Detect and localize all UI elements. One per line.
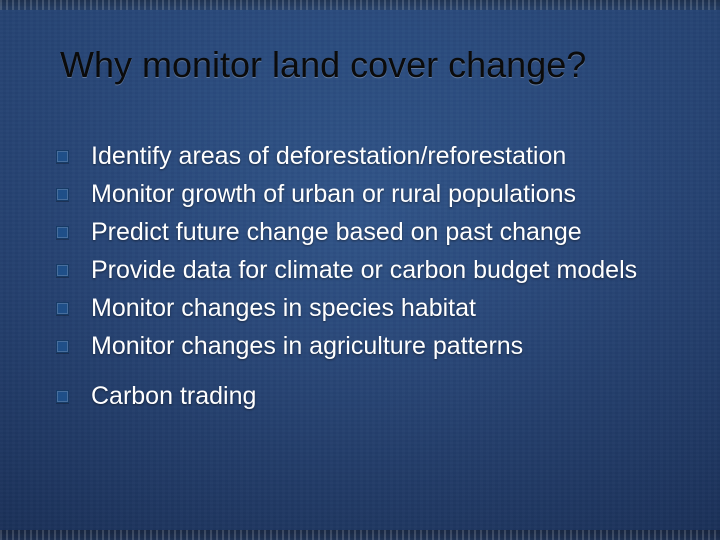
bottom-edge-strip [0, 530, 720, 540]
square-bullet-icon [56, 264, 69, 277]
square-bullet-icon [56, 188, 69, 201]
bullet-text: Predict future change based on past chan… [91, 216, 668, 248]
bullet-list: Identify areas of deforestation/reforest… [56, 140, 668, 418]
bullet-text: Carbon trading [91, 380, 668, 412]
square-bullet-icon [56, 340, 69, 353]
bullet-item: Monitor changes in species habitat [56, 292, 668, 324]
bullet-item: Provide data for climate or carbon budge… [56, 254, 668, 286]
bullet-item: Identify areas of deforestation/reforest… [56, 140, 668, 172]
bullet-text: Monitor changes in species habitat [91, 292, 668, 324]
bullet-text: Monitor growth of urban or rural populat… [91, 178, 668, 210]
bullet-text: Monitor changes in agriculture patterns [91, 330, 668, 362]
bullet-item: Monitor changes in agriculture patterns [56, 330, 668, 362]
square-bullet-icon [56, 390, 69, 403]
bullet-item: Monitor growth of urban or rural populat… [56, 178, 668, 210]
bullet-item: Carbon trading [56, 380, 668, 412]
square-bullet-icon [56, 150, 69, 163]
square-bullet-icon [56, 226, 69, 239]
top-edge-strip [0, 0, 720, 10]
bullet-text: Identify areas of deforestation/reforest… [91, 140, 668, 172]
bullet-item: Predict future change based on past chan… [56, 216, 668, 248]
bullet-text: Provide data for climate or carbon budge… [91, 254, 668, 286]
square-bullet-icon [56, 302, 69, 315]
slide-title: Why monitor land cover change? [60, 44, 680, 86]
slide: Why monitor land cover change? Identify … [0, 0, 720, 540]
